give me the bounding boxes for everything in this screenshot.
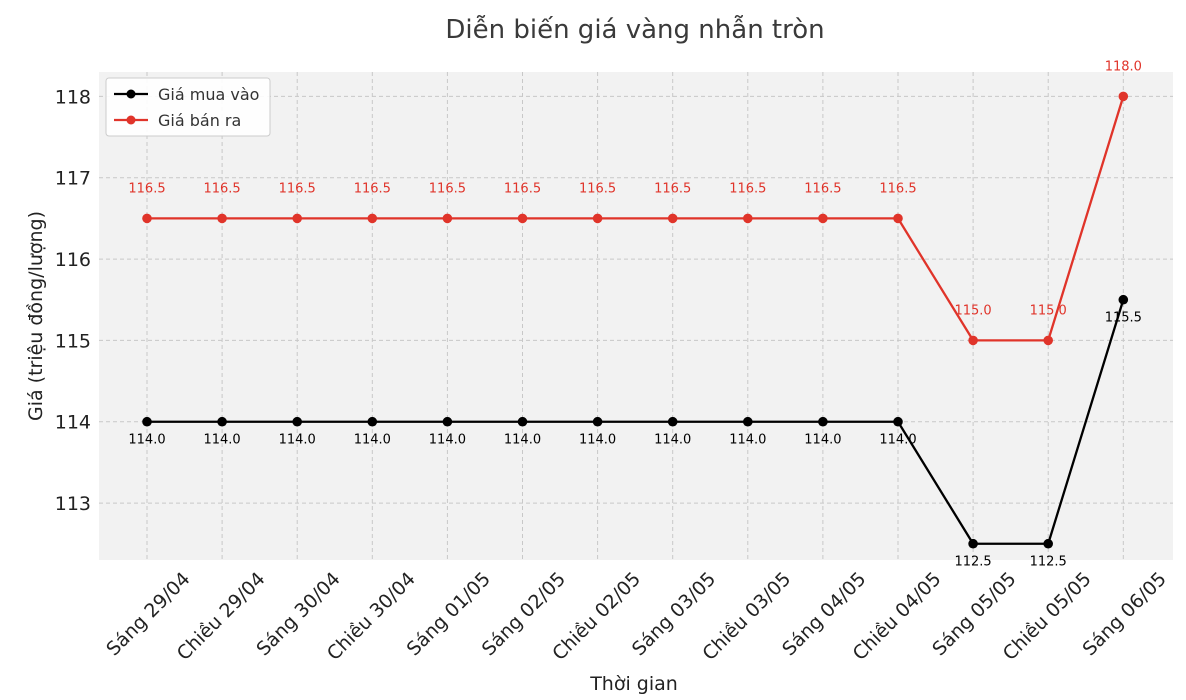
data-point [292,416,303,427]
data-label: 114.0 [354,433,391,448]
data-label: 115.0 [1030,303,1067,318]
y-axis-ticks: 113 114 115 116 117 118 [55,86,91,515]
plot-background [99,72,1173,560]
data-label: 112.5 [1030,555,1067,570]
legend-box [105,77,271,137]
data-point [968,335,978,346]
data-label: 114.0 [504,433,541,448]
data-point [442,213,453,224]
legend-label: Giá bán ra [158,111,241,130]
data-label: 114.0 [654,433,691,448]
data-point [217,416,227,427]
data-label: 114.0 [804,433,841,448]
legend-marker [126,89,136,99]
y-tick-label: 118 [55,86,91,108]
legend-label: Giá mua vào [158,85,259,104]
legend: Giá mua vào Giá bán ra [105,77,271,137]
data-label: 114.0 [203,433,240,448]
data-label: 114.0 [279,433,316,448]
data-point [142,213,152,224]
data-label: 112.5 [954,555,991,570]
y-axis-label: Giá (triệu đồng/lượng) [25,211,47,421]
data-labels: 114.0 114.0 114.0 114.0 114.0 114.0 114.0 114.0… [128,59,1142,569]
data-point [818,416,828,427]
data-point [517,416,528,427]
data-label: 114.0 [729,433,766,448]
series-line-sell [147,96,1125,342]
data-label: 116.5 [804,181,841,196]
data-label: 116.5 [203,181,240,196]
data-point [743,213,753,224]
data-label: 118.0 [1105,59,1142,74]
x-axis-label: Thời gian [589,673,678,695]
data-point [818,213,828,224]
data-point [367,213,378,224]
data-label: 116.5 [579,181,616,196]
data-label: 116.5 [729,181,766,196]
data-point [1118,91,1129,102]
data-point [667,416,678,427]
data-point [743,416,753,427]
grid [99,72,1173,560]
data-label: 116.5 [504,181,541,196]
data-label: 116.5 [128,181,165,196]
y-tick-label: 116 [55,249,91,271]
data-point [367,416,378,427]
data-point [1118,294,1129,305]
data-label: 114.0 [128,433,165,448]
data-point [1043,335,1053,346]
data-label: 114.0 [429,433,466,448]
data-label: 115.0 [954,303,991,318]
series-line-buy [147,299,1125,545]
data-point [517,213,528,224]
data-point [592,416,603,427]
data-point [142,416,152,427]
data-label: 115.5 [1105,311,1142,326]
data-point [442,416,453,427]
data-point [292,213,303,224]
y-tick-label: 117 [55,168,91,190]
y-tick-label: 115 [55,330,91,352]
data-point [893,213,903,224]
data-label: 116.5 [429,181,466,196]
y-tick-label: 113 [55,493,91,515]
data-point [1043,538,1053,549]
data-label: 114.0 [579,433,616,448]
data-point [893,416,903,427]
data-point [667,213,678,224]
data-label: 116.5 [879,181,916,196]
data-point [968,538,978,549]
legend-marker [126,115,136,125]
data-point [217,213,227,224]
series-layer [142,91,1129,549]
data-label: 116.5 [654,181,691,196]
data-label: 116.5 [279,181,316,196]
data-label: 116.5 [354,181,391,196]
y-tick-label: 114 [55,412,91,434]
data-label: 114.0 [879,433,916,448]
chart-title: Diễn biến giá vàng nhẫn tròn [445,14,824,45]
data-point [592,213,603,224]
